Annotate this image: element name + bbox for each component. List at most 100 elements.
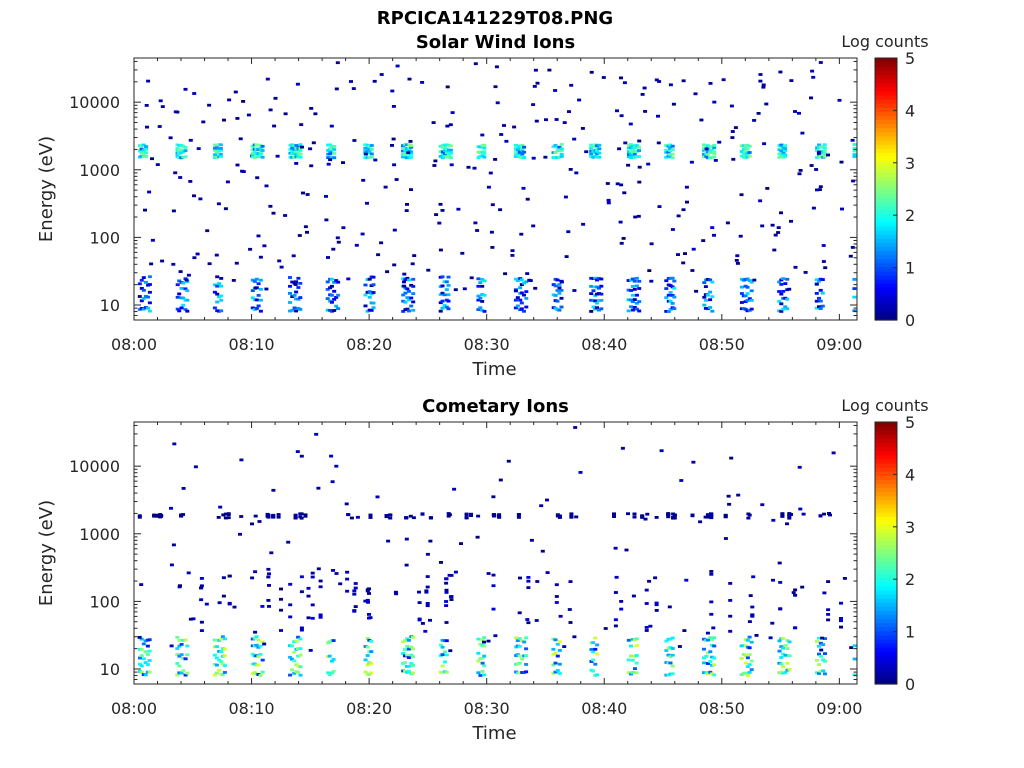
colorbar-segment xyxy=(875,634,897,640)
heatmap-cell xyxy=(248,247,253,251)
heatmap-cell xyxy=(296,145,301,148)
colorbar-segment xyxy=(875,667,897,673)
heatmap-cell xyxy=(438,309,443,313)
heatmap-cell xyxy=(709,516,714,520)
heatmap-cell xyxy=(406,664,411,668)
heatmap-cell xyxy=(664,279,669,283)
heatmap-cell xyxy=(516,516,521,519)
heatmap-cell xyxy=(218,155,223,159)
heatmap-cell xyxy=(480,300,485,303)
heatmap-cell xyxy=(426,268,431,272)
heatmap-cell xyxy=(787,667,792,671)
heatmap-cell xyxy=(591,150,596,153)
heatmap-cell xyxy=(267,605,271,608)
heatmap-cell xyxy=(709,600,714,604)
heatmap-cell xyxy=(783,147,788,150)
heatmap-cell xyxy=(438,293,443,296)
heatmap-cell xyxy=(559,147,564,151)
heatmap-cell xyxy=(654,601,659,605)
heatmap-cell xyxy=(288,284,292,288)
heatmap-cell xyxy=(503,272,508,276)
heatmap-cell xyxy=(682,629,687,632)
colorbar-segment xyxy=(875,540,897,546)
heatmap-cell xyxy=(222,671,227,674)
heatmap-cell xyxy=(524,663,529,666)
heatmap-cell xyxy=(621,237,626,240)
heatmap-cell xyxy=(743,661,748,665)
heatmap-cell xyxy=(591,669,596,673)
heatmap-cell xyxy=(513,155,518,158)
heatmap-cell xyxy=(179,287,184,290)
heatmap-cell xyxy=(555,289,560,292)
heatmap-cell xyxy=(532,85,537,88)
heatmap-cell xyxy=(681,261,686,265)
colorbar-segment xyxy=(875,74,897,80)
heatmap-cell xyxy=(143,661,148,664)
heatmap-cell xyxy=(731,157,736,161)
heatmap-cell xyxy=(664,661,669,664)
heatmap-cell xyxy=(437,221,442,225)
heatmap-cell xyxy=(705,631,710,635)
heatmap-cell xyxy=(506,459,511,463)
heatmap-cell xyxy=(352,589,357,593)
heatmap-cell xyxy=(793,110,797,113)
heatmap-cell xyxy=(146,295,151,299)
heatmap-cell xyxy=(183,149,188,152)
heatmap-cell xyxy=(612,512,616,516)
heatmap-cell xyxy=(787,654,792,658)
heatmap-cell xyxy=(183,146,188,149)
heatmap-cell xyxy=(803,271,808,274)
heatmap-cell xyxy=(613,591,618,594)
heatmap-cell xyxy=(817,652,821,656)
heatmap-cell xyxy=(373,158,378,162)
heatmap-cell xyxy=(219,650,224,653)
heatmap-cell xyxy=(478,674,483,677)
heatmap-cell xyxy=(710,672,714,676)
heatmap-cell xyxy=(712,152,717,156)
heatmap-cell xyxy=(591,641,596,644)
heatmap-cell xyxy=(630,638,635,641)
heatmap-cell xyxy=(765,187,770,190)
heatmap-cell xyxy=(593,662,598,666)
colorbar-segment xyxy=(875,139,897,145)
heatmap-cell xyxy=(783,149,788,152)
heatmap-cell xyxy=(670,647,675,650)
heatmap-cell xyxy=(820,291,825,295)
heatmap-cell xyxy=(292,659,297,663)
colorbar-tick-label: 2 xyxy=(905,206,915,225)
heatmap-cell xyxy=(175,647,180,650)
heatmap-cell xyxy=(272,124,277,128)
heatmap-cell xyxy=(404,537,409,541)
heatmap-cell xyxy=(292,671,297,675)
heatmap-cell xyxy=(409,150,414,154)
heatmap-cell xyxy=(702,303,707,307)
heatmap-cell xyxy=(787,640,792,644)
heatmap-cell xyxy=(761,83,766,87)
heatmap-cell xyxy=(250,148,255,152)
heatmap-cell xyxy=(420,81,425,84)
heatmap-cell xyxy=(619,241,624,245)
heatmap-cell xyxy=(221,594,226,598)
heatmap-cell xyxy=(445,85,450,89)
heatmap-cell xyxy=(220,673,225,676)
heatmap-cell xyxy=(752,119,757,122)
heatmap-cell xyxy=(425,585,430,589)
heatmap-cell xyxy=(670,152,675,156)
heatmap-cell xyxy=(265,512,270,516)
heatmap-cell xyxy=(137,295,142,298)
heatmap-cell xyxy=(668,308,673,311)
heatmap-cell xyxy=(785,277,790,281)
heatmap-cell xyxy=(852,155,857,158)
y-tick-label: 1000 xyxy=(79,525,120,544)
heatmap-cell xyxy=(793,588,798,592)
heatmap-cell xyxy=(223,207,228,211)
heatmap-cell xyxy=(534,619,539,622)
heatmap-cell xyxy=(631,594,636,598)
heatmap-cell xyxy=(336,280,341,284)
heatmap-cell xyxy=(428,516,433,519)
heatmap-cell xyxy=(480,656,485,660)
heatmap-cell xyxy=(619,183,624,187)
heatmap-cell xyxy=(144,155,149,158)
heatmap-cell xyxy=(783,144,788,147)
heatmap-cell xyxy=(488,171,493,175)
